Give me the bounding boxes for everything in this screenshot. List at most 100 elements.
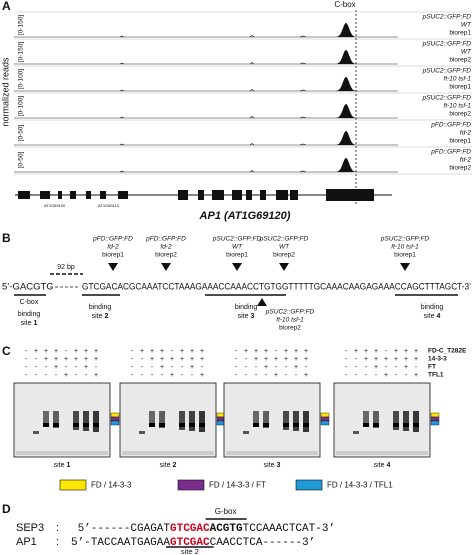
sign: + xyxy=(374,348,378,355)
sign: - xyxy=(255,372,258,379)
exon xyxy=(212,190,224,200)
sequence-core: GTCGACACGTGTCCAAACTCAT-3’ xyxy=(170,523,335,535)
track-peak xyxy=(336,158,356,172)
gel-band xyxy=(253,411,259,427)
gel-band xyxy=(83,423,89,427)
separator: : xyxy=(56,536,59,548)
gel-band xyxy=(263,411,269,428)
peak-annotation: WT xyxy=(279,244,290,251)
gel-band xyxy=(353,431,359,434)
gel-free-probe xyxy=(122,451,214,455)
peak-annotation: pSUC2::GFP:FD xyxy=(212,236,262,243)
track-range: [0-100] xyxy=(18,69,25,89)
sequence-name: SEP3 xyxy=(16,522,44,534)
exon xyxy=(18,191,30,199)
sign: + xyxy=(254,356,258,363)
gel-word: site xyxy=(54,462,65,469)
sign: - xyxy=(395,372,398,379)
g-box-label: G-box xyxy=(215,507,237,516)
sequence-prefix: 5’-TACCAATGAGAA xyxy=(71,537,170,549)
gel-band xyxy=(43,423,49,427)
panel-label: D xyxy=(2,502,11,516)
sign: + xyxy=(404,364,408,371)
gel-band xyxy=(363,411,369,427)
site-label: site 2 xyxy=(181,547,199,555)
gel-band xyxy=(179,423,185,427)
sign: + xyxy=(294,356,298,363)
gel-band xyxy=(159,423,165,427)
gel-band xyxy=(413,411,419,432)
gel-marker xyxy=(320,420,330,426)
sign: - xyxy=(35,356,38,363)
site-word: site xyxy=(424,313,435,320)
sign: - xyxy=(245,372,248,379)
sign: - xyxy=(365,372,368,379)
gel-band xyxy=(373,423,379,427)
gel-band xyxy=(199,411,205,432)
peak-annotation: pSUC2::GFP:FD xyxy=(259,236,309,243)
gap-label: 92 bp xyxy=(57,264,75,271)
row-name: 14-3-3 xyxy=(428,356,447,363)
site-label: site 3 xyxy=(238,313,255,320)
site-label: binding xyxy=(421,304,444,311)
sign: - xyxy=(85,372,88,379)
row-name: FD-C_T282E xyxy=(428,348,467,355)
exon xyxy=(326,189,374,201)
gel-marker xyxy=(110,416,120,422)
sign: - xyxy=(201,364,204,371)
sign: + xyxy=(200,372,204,379)
track-label: biorep1 xyxy=(449,30,471,37)
sign: + xyxy=(180,348,184,355)
sign: - xyxy=(151,372,154,379)
sign: + xyxy=(190,356,194,363)
sign: - xyxy=(191,372,194,379)
sign: + xyxy=(254,348,258,355)
peak-arrow xyxy=(257,298,267,306)
gel-number: 2 xyxy=(172,462,176,469)
site-label: site 1 xyxy=(21,320,38,327)
peak-arrow xyxy=(161,263,171,271)
sign: + xyxy=(54,356,58,363)
panel-label: A xyxy=(2,0,11,13)
sign: - xyxy=(25,348,28,355)
legend-label: FD / 14-3-3 / FT xyxy=(209,481,266,490)
peak-annotation: fd-2 xyxy=(107,244,119,251)
feature-label: C-box xyxy=(334,0,355,9)
sign: - xyxy=(355,356,358,363)
sign: - xyxy=(295,372,298,379)
sign: - xyxy=(405,372,408,379)
gel-band xyxy=(93,423,99,427)
track-label: biorep1 xyxy=(449,84,471,91)
site-label: binding xyxy=(89,304,112,311)
gel-free-probe xyxy=(226,451,318,455)
gel-band xyxy=(243,431,249,434)
peak-arrow xyxy=(232,263,242,271)
sign: - xyxy=(35,364,38,371)
red-motif: GTCGAC xyxy=(170,523,210,535)
track-peak xyxy=(336,77,356,91)
sign: + xyxy=(364,356,368,363)
peak-arrow xyxy=(279,263,289,271)
sign: + xyxy=(44,348,48,355)
sign: + xyxy=(394,356,398,363)
track-label: pSUC2::GFP:FD xyxy=(422,68,472,75)
gel-band xyxy=(189,423,195,427)
gel-marker xyxy=(320,412,330,418)
row-name: TFL1 xyxy=(428,372,444,379)
sign: - xyxy=(365,364,368,371)
bold-motif: ACGTG xyxy=(210,523,243,535)
gel-marker xyxy=(320,416,330,422)
gel-band xyxy=(159,411,165,428)
peak-annotation: biorep2 xyxy=(273,252,295,259)
gel-band xyxy=(373,411,379,428)
track-range: [0-150] xyxy=(18,42,25,62)
sign: - xyxy=(95,364,98,371)
sign: + xyxy=(264,348,268,355)
sign: + xyxy=(54,348,58,355)
sign: - xyxy=(235,348,238,355)
gel-band xyxy=(53,411,59,428)
sign: + xyxy=(264,356,268,363)
gel-band xyxy=(293,423,299,427)
sign: + xyxy=(160,348,164,355)
